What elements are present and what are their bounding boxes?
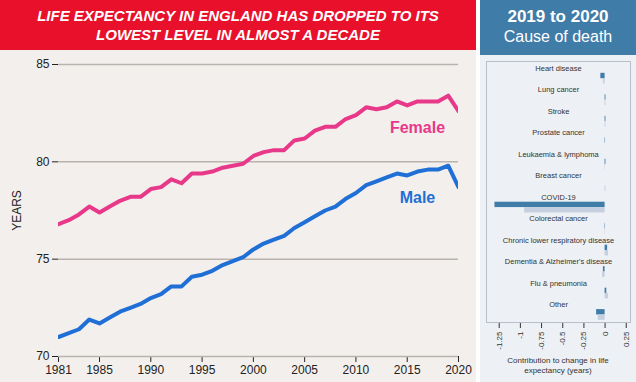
svg-text:-0.75: -0.75 [537, 331, 546, 350]
svg-text:Breast cancer: Breast cancer [535, 171, 582, 180]
svg-text:1985: 1985 [86, 363, 113, 377]
svg-text:85: 85 [36, 57, 50, 71]
svg-text:2005: 2005 [291, 363, 318, 377]
svg-text:Heart disease: Heart disease [535, 64, 581, 73]
svg-text:Stroke: Stroke [548, 107, 570, 116]
svg-text:2015: 2015 [394, 363, 421, 377]
svg-text:2020: 2020 [445, 363, 472, 377]
svg-text:Lung cancer: Lung cancer [538, 85, 580, 94]
svg-text:75: 75 [36, 252, 50, 266]
svg-text:0: 0 [601, 331, 610, 336]
svg-text:-0.5: -0.5 [558, 331, 567, 345]
svg-text:Leukaemia & lymphoma: Leukaemia & lymphoma [518, 150, 599, 159]
svg-text:1990: 1990 [137, 363, 164, 377]
html-text:Contribution to change in life: Contribution to change in life expectanc… [507, 356, 609, 375]
svg-text:Male: Male [400, 189, 436, 206]
svg-text:70: 70 [36, 349, 50, 363]
svg-text:-0.25: -0.25 [579, 331, 588, 350]
svg-text:Colorectal cancer: Colorectal cancer [529, 214, 588, 223]
svg-text:2010: 2010 [343, 363, 370, 377]
svg-text:1981: 1981 [45, 363, 72, 377]
svg-text:1995: 1995 [189, 363, 216, 377]
svg-text:2000: 2000 [240, 363, 267, 377]
svg-text:Dementia & Alzheimer's disease: Dementia & Alzheimer's disease [505, 257, 612, 266]
svg-text:0.25: 0.25 [622, 331, 631, 347]
svg-text:Other: Other [549, 300, 568, 309]
svg-text:COVID-19: COVID-19 [541, 193, 576, 202]
html-text:LIFE EXPECTANCY IN ENGLAND HAS: LIFE EXPECTANCY IN ENGLAND HAS DROPPED T… [37, 7, 439, 43]
html-text:Cause of death: Cause of death [503, 28, 613, 45]
svg-text:-1.25: -1.25 [495, 331, 504, 350]
svg-text:Prostate cancer: Prostate cancer [532, 128, 585, 137]
svg-text:Chronic lower respiratory dise: Chronic lower respiratory disease [503, 236, 614, 245]
html-text:2019 to 2020: 2019 to 2020 [507, 7, 609, 26]
svg-text:Flu & pneumonia: Flu & pneumonia [530, 279, 588, 288]
svg-text:Female: Female [390, 119, 445, 136]
svg-text:-1: -1 [516, 331, 525, 339]
svg-text:80: 80 [36, 155, 50, 169]
svg-text:YEARS: YEARS [10, 190, 24, 231]
